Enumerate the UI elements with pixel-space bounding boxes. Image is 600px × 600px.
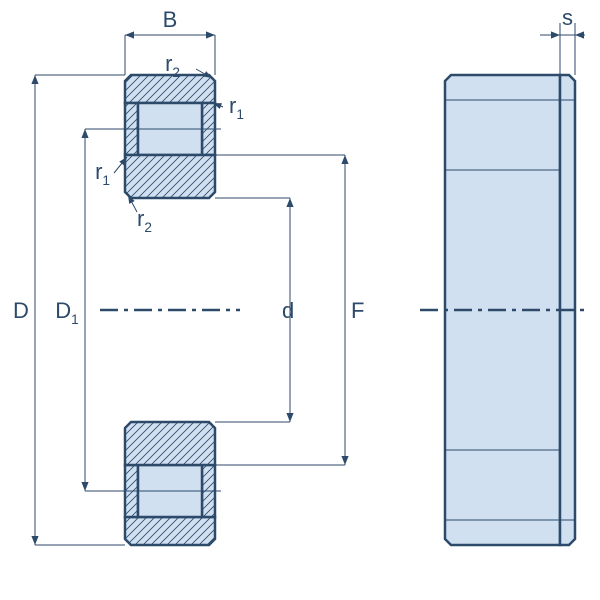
label-B: B <box>163 7 178 32</box>
label-d: d <box>282 298 294 323</box>
label-s: s <box>562 5 573 30</box>
label-D: D <box>13 298 29 323</box>
label-F: F <box>351 298 364 323</box>
right-front-view <box>420 75 590 545</box>
bearing-diagram: DD1dFBsr2r1r1r2 <box>0 0 600 600</box>
